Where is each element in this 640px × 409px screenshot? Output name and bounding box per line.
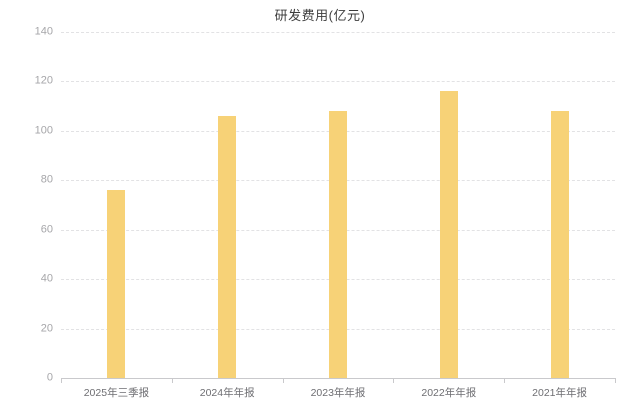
x-axis-tick: [504, 378, 506, 383]
y-axis-tick-label: 120: [34, 74, 53, 87]
y-axis: 0 20 40 60 80 100 120 140: [0, 26, 53, 383]
x-axis-category-label: 2023年年报: [310, 387, 366, 399]
x-axis-tick: [393, 378, 395, 383]
x-axis-tick: [615, 378, 616, 383]
x-axis-tick: [282, 378, 284, 383]
bar[interactable]: [550, 111, 569, 378]
x-axis-tick: [61, 378, 62, 383]
bar[interactable]: [218, 116, 237, 378]
y-axis-tick-label: 20: [40, 322, 53, 335]
x-axis-tick: [171, 378, 173, 383]
gridline: [61, 32, 615, 33]
x-axis-category-label: 2024年年报: [199, 387, 255, 399]
y-axis-tick-label: 60: [40, 223, 53, 236]
bar[interactable]: [439, 91, 458, 378]
y-axis-tick-label: 80: [40, 173, 53, 186]
gridline: [61, 81, 615, 83]
x-axis-line: [61, 378, 615, 379]
plot-area: [61, 32, 616, 383]
x-axis-category-label: 2025年三季报: [83, 387, 150, 399]
x-axis-category-label: 2022年年报: [421, 387, 477, 399]
x-axis-category-label: 2021年年报: [532, 387, 588, 399]
page-title: 研发费用(亿元): [274, 8, 366, 23]
bar[interactable]: [107, 190, 126, 378]
bar[interactable]: [329, 111, 347, 378]
y-axis-tick-label: 100: [34, 124, 53, 137]
y-axis-tick-label: 40: [40, 272, 53, 285]
y-axis-tick-label: 140: [34, 25, 53, 38]
y-axis-tick-label: 0: [46, 371, 53, 384]
